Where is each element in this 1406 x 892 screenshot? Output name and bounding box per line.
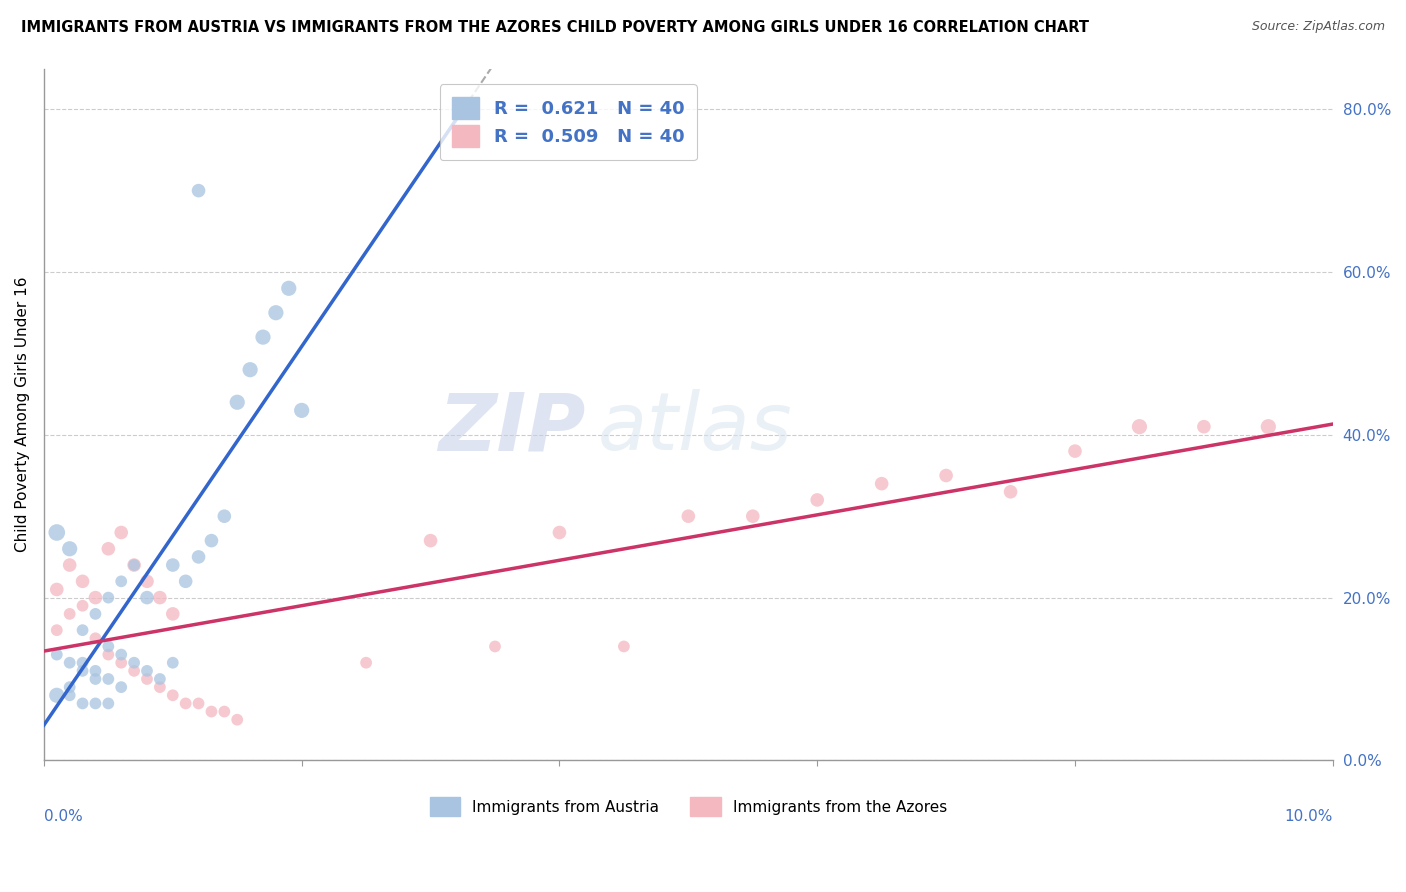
Point [84,672,107,686]
Point [149,591,172,605]
Y-axis label: Child Poverty Among Girls Under 16: Child Poverty Among Girls Under 16 [15,277,30,552]
Point [1064,444,1087,458]
Point [613,640,636,654]
Point [110,574,132,589]
Point [214,509,236,524]
Point [277,281,299,295]
Point [187,184,209,198]
Point [72,574,94,589]
Point [110,656,132,670]
Point [122,558,145,572]
Point [162,607,184,621]
Text: 0.0%: 0.0% [44,809,83,824]
Point [226,395,249,409]
Point [59,680,82,694]
Point [291,403,314,417]
Point [45,582,67,597]
Point [162,656,184,670]
Point [806,492,828,507]
Point [122,656,145,670]
Point [264,306,287,320]
Point [484,640,506,654]
Point [678,509,700,524]
Point [110,525,132,540]
Point [252,330,274,344]
Point [136,574,159,589]
Point [97,541,120,556]
Point [97,591,120,605]
Text: atlas: atlas [598,389,793,467]
Point [97,640,120,654]
Point [84,664,107,678]
Text: Source: ZipAtlas.com: Source: ZipAtlas.com [1251,20,1385,33]
Point [187,549,209,564]
Point [84,591,107,605]
Point [239,362,262,376]
Point [110,648,132,662]
Legend: Immigrants from Austria, Immigrants from the Azores: Immigrants from Austria, Immigrants from… [423,791,953,822]
Point [1128,419,1150,434]
Point [162,558,184,572]
Point [136,672,159,686]
Point [214,705,236,719]
Text: 10.0%: 10.0% [1285,809,1333,824]
Point [200,533,222,548]
Point [149,672,172,686]
Point [1192,419,1215,434]
Point [59,656,82,670]
Point [84,632,107,646]
Point [162,688,184,702]
Point [174,697,197,711]
Point [935,468,957,483]
Point [1000,484,1022,499]
Point [97,697,120,711]
Point [136,591,159,605]
Point [226,713,249,727]
Point [72,664,94,678]
Point [84,607,107,621]
Point [72,656,94,670]
Point [45,688,67,702]
Point [72,599,94,613]
Point [84,697,107,711]
Point [136,664,159,678]
Point [72,623,94,637]
Point [870,476,893,491]
Point [122,558,145,572]
Point [548,525,571,540]
Point [187,697,209,711]
Point [174,574,197,589]
Point [741,509,763,524]
Point [59,688,82,702]
Text: ZIP: ZIP [437,389,585,467]
Point [149,680,172,694]
Point [97,648,120,662]
Point [122,664,145,678]
Point [354,656,377,670]
Point [59,558,82,572]
Point [1257,419,1279,434]
Point [45,623,67,637]
Point [59,607,82,621]
Text: IMMIGRANTS FROM AUSTRIA VS IMMIGRANTS FROM THE AZORES CHILD POVERTY AMONG GIRLS : IMMIGRANTS FROM AUSTRIA VS IMMIGRANTS FR… [21,20,1090,35]
Point [59,541,82,556]
Point [200,705,222,719]
Point [110,680,132,694]
Point [45,648,67,662]
Point [72,697,94,711]
Point [45,525,67,540]
Point [97,672,120,686]
Point [419,533,441,548]
